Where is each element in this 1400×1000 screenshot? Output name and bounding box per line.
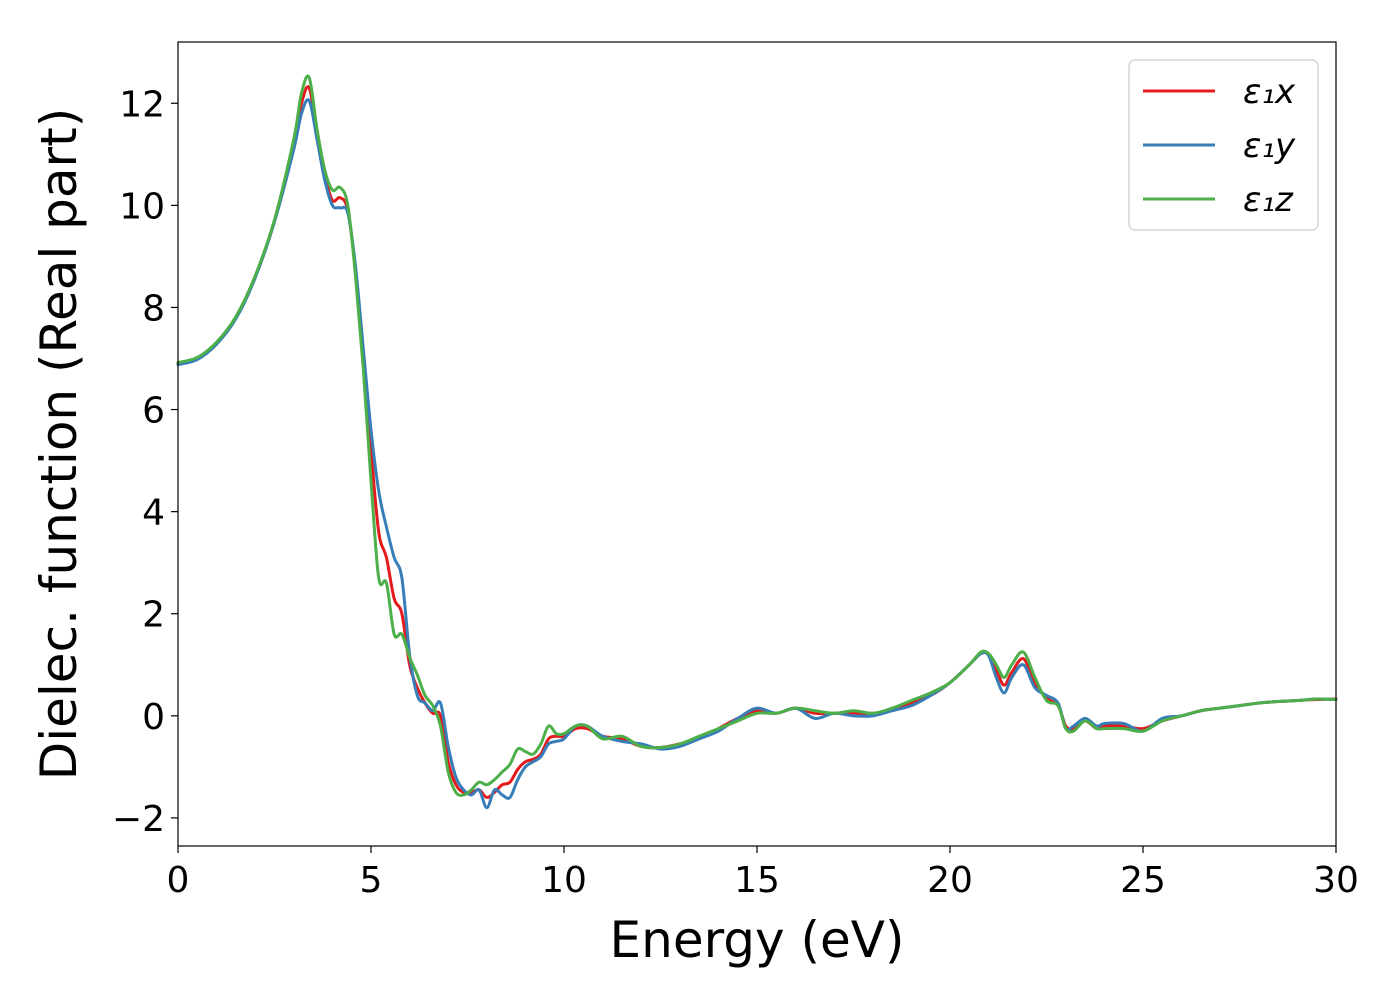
y-axis-label: Dielec. function (Real part) [30, 108, 88, 780]
x-axis: 0 5 10 15 20 25 30 [167, 846, 1359, 901]
x-tick-label: 15 [734, 860, 780, 901]
x-axis-label: Energy (eV) [610, 911, 905, 969]
x-tick-label: 0 [167, 860, 190, 901]
x-tick-label: 25 [1120, 860, 1166, 901]
x-tick-label: 30 [1313, 860, 1359, 901]
y-tick-label: 10 [119, 186, 165, 227]
y-tick-label: 4 [142, 493, 165, 534]
series-line-3 [176, 74, 1338, 797]
y-tick-label: 2 [142, 595, 165, 636]
series-layer [176, 74, 1338, 810]
y-tick-label: 6 [142, 391, 165, 432]
y-tick-label: 8 [142, 288, 165, 329]
x-tick-label: 5 [360, 860, 383, 901]
legend-label-2: ε₁y [1243, 126, 1296, 166]
legend-box [1128, 59, 1319, 231]
series-line-2 [176, 98, 1338, 810]
legend-label-1: ε₁x [1243, 72, 1296, 112]
legend-label-3: ε₁z [1243, 180, 1294, 220]
legend: ε₁x ε₁y ε₁z [1128, 59, 1319, 231]
x-tick-label: 10 [541, 860, 587, 901]
y-axis: −2 0 2 4 6 8 10 12 [112, 84, 178, 840]
y-tick-label: −2 [112, 799, 165, 840]
y-tick-label: 12 [119, 84, 165, 125]
y-tick-label: 0 [142, 697, 165, 738]
x-tick-label: 20 [927, 860, 973, 901]
